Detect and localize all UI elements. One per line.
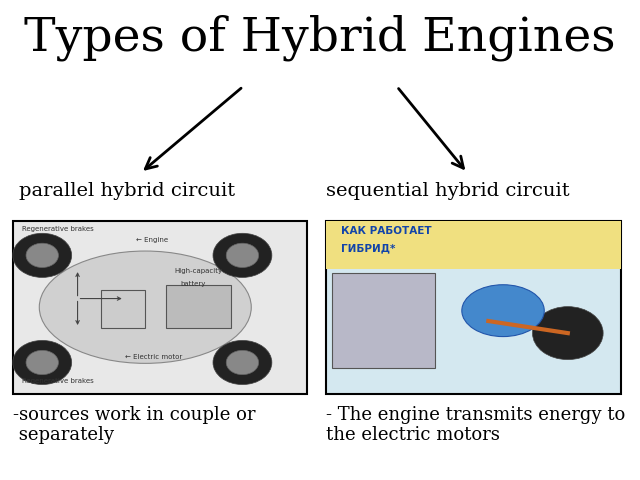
Ellipse shape <box>462 285 544 336</box>
Text: ГИБРИД*: ГИБРИД* <box>341 243 396 253</box>
Circle shape <box>13 340 72 384</box>
Bar <box>326 221 621 394</box>
Bar <box>101 290 145 328</box>
Text: ← Electric motor: ← Electric motor <box>125 354 182 360</box>
Circle shape <box>13 233 72 277</box>
Circle shape <box>532 307 603 360</box>
Text: КАК РАБОТАЕТ: КАК РАБОТАЕТ <box>341 226 432 236</box>
Circle shape <box>213 233 272 277</box>
Text: ← Engine: ← Engine <box>136 237 168 242</box>
Text: sequential hybrid circuit: sequential hybrid circuit <box>326 182 570 201</box>
Bar <box>326 221 621 269</box>
Text: - The engine transmits energy to
the electric motors: - The engine transmits energy to the ele… <box>326 406 626 444</box>
Text: High-capacity: High-capacity <box>175 268 223 274</box>
Bar <box>166 285 230 328</box>
Text: Regenerative brakes: Regenerative brakes <box>22 378 93 384</box>
Circle shape <box>213 340 272 384</box>
Text: battery: battery <box>180 281 206 288</box>
Circle shape <box>26 243 58 267</box>
Text: parallel hybrid circuit: parallel hybrid circuit <box>19 182 236 201</box>
Text: Types of Hybrid Engines: Types of Hybrid Engines <box>24 14 616 61</box>
Ellipse shape <box>39 251 252 363</box>
Text: -sources work in couple or
 separately: -sources work in couple or separately <box>13 406 255 444</box>
Circle shape <box>26 350 58 374</box>
Circle shape <box>227 243 259 267</box>
Bar <box>332 273 435 368</box>
Bar <box>13 221 307 394</box>
Circle shape <box>227 350 259 374</box>
Text: Regenerative brakes: Regenerative brakes <box>22 226 93 232</box>
